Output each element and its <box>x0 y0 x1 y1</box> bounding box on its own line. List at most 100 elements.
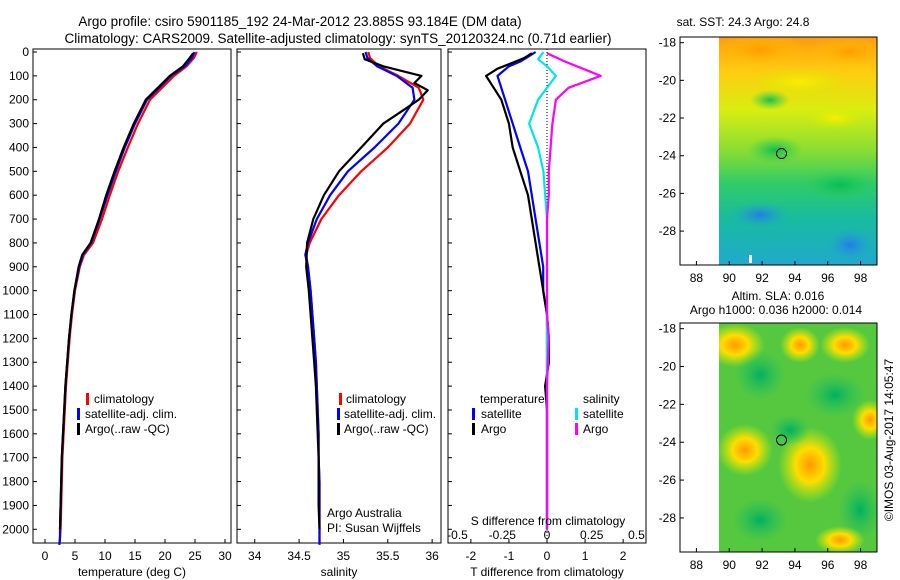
x-tick-label: 25 <box>188 549 202 563</box>
map-x-tick-label: 90 <box>723 558 737 572</box>
map-y-tick-label: -28 <box>659 224 677 238</box>
difference-profiles <box>485 49 602 543</box>
difference-line-temperature-argo <box>485 52 551 530</box>
x-tick-label: 1 <box>582 549 589 563</box>
sla-map-panel: Altim. SLA: 0.016 Argo h1000: 0.036 h200… <box>659 289 878 572</box>
temperature-panel: 0100200300400500600700800900100011001200… <box>2 45 452 579</box>
map-y-tick-label: -18 <box>659 322 677 336</box>
salinity-profiles <box>304 51 429 545</box>
x-tick-label: 30 <box>218 549 232 563</box>
map-y-tick-label: -24 <box>659 149 677 163</box>
depth-tick-label: 500 <box>9 164 29 178</box>
s-difference-xlabel: S difference from climatology <box>471 514 626 528</box>
profile-line-argo-raw-qc- <box>58 52 195 530</box>
profile-line-climatology <box>305 51 425 545</box>
legend-swatch-satellite <box>77 408 80 420</box>
x-tick-label: -2 <box>466 549 477 563</box>
legend-swatch-climatology <box>339 393 342 405</box>
depth-tick-label: 1700 <box>2 451 29 465</box>
map-x-tick-label: 94 <box>788 558 802 572</box>
profile-line-satellite-adj-clim- <box>58 51 196 545</box>
sla-map-image <box>719 323 877 552</box>
x-tick-label: 0 <box>544 549 551 563</box>
salinity-panel: 34 34.5 35 35.5 36 salinity climatology sate… <box>236 48 442 579</box>
x-tick-label: 34.5 <box>287 549 311 563</box>
figure-title-line-1: Argo profile: csiro 5901185_192 24-Mar-2… <box>78 14 521 29</box>
map-x-tick-label: 98 <box>854 271 868 285</box>
x-tick-label: 34 <box>248 549 262 563</box>
map-x-tick-label: 90 <box>723 271 737 285</box>
map-y-tick-label: -20 <box>659 360 677 374</box>
x-tick-label: 0 <box>42 549 49 563</box>
depth-axis: 0 100 200 300 400 500 600 700 800 900 1000 1100 1200… <box>2 45 452 536</box>
x-tick-label: 10 <box>98 549 112 563</box>
sla-map-frame <box>679 322 878 553</box>
map-y-tick-label: -22 <box>659 397 677 411</box>
map-x-tick-label: 96 <box>821 558 835 572</box>
s-tick-label: -0.25 <box>489 528 517 542</box>
map-y-tick-label: -22 <box>659 111 677 125</box>
map-x-tick-label: 94 <box>788 271 802 285</box>
depth-tick-label: 1800 <box>2 475 29 489</box>
map-y-tick-label: -20 <box>659 73 677 87</box>
legend-swatch-sal-argo <box>575 423 578 435</box>
copyright-stamp: ©IMOS 03-Aug-2017 14:05:47 <box>882 359 896 522</box>
depth-tick-label: 900 <box>9 260 29 274</box>
float-program-label: Argo Australia <box>327 506 402 520</box>
depth-tick-label: 300 <box>9 117 29 131</box>
salinity-plot-frame <box>236 48 442 544</box>
legend-label-satellite: satellite-adj. clim. <box>344 407 436 421</box>
temperature-x-axis: 0 5 10 15 20 25 30 <box>42 539 232 563</box>
argo-float-marker <box>776 148 788 160</box>
x-tick-label: 15 <box>128 549 142 563</box>
map-y-tick-label: -26 <box>659 186 677 200</box>
legend-label-climatology: climatology <box>346 392 406 406</box>
depth-tick-label: 100 <box>9 69 29 83</box>
depth-tick-label: 1500 <box>2 403 29 417</box>
legend-swatch-argo <box>337 423 340 435</box>
legend-label-argo: Argo(..raw -QC) <box>85 422 170 436</box>
sla-map-title: Altim. SLA: 0.016 <box>732 289 825 303</box>
map-x-tick-label: 92 <box>755 271 769 285</box>
legend-group-salinity: salinity <box>583 392 620 406</box>
legend-swatch-argo <box>77 423 80 435</box>
depth-tick-label: 800 <box>9 236 29 250</box>
s-tick-label: -0.5 <box>447 528 468 542</box>
salinity-x-axis: 34 34.5 35 35.5 36 <box>248 539 439 563</box>
depth-tick-label: 1300 <box>2 355 29 369</box>
legend-label-satellite: satellite-adj. clim. <box>85 407 177 421</box>
legend-label-argo: Argo(..raw -QC) <box>344 422 429 436</box>
x-tick-label: -1 <box>504 549 515 563</box>
s-tick-label: 0.25 <box>580 528 604 542</box>
map-y-tick-label: -24 <box>659 435 677 449</box>
legend-group-temperature: temperature <box>480 392 545 406</box>
float-pi-label: PI: Susan Wijffels <box>327 521 421 535</box>
temperature-xlabel: temperature (deg C) <box>78 565 186 579</box>
difference-legend: temperature satellite Argo salinity sate… <box>472 392 624 436</box>
legend-label-temp-satellite: satellite <box>481 407 522 421</box>
depth-tick-label: 1200 <box>2 331 29 345</box>
depth-tick-label: 2000 <box>2 522 29 536</box>
s-tick-label: 0.5 <box>628 528 645 542</box>
temperature-legend: climatology satellite-adj. clim. Argo(..… <box>77 392 177 436</box>
profile-line-argo-raw-qc- <box>305 52 429 530</box>
map-x-tick-label: 98 <box>854 558 868 572</box>
sla-map-subtitle: Argo h1000: 0.036 h2000: 0.014 <box>690 303 862 317</box>
temperature-profiles <box>58 51 198 545</box>
sst-map-panel: sat. SST: 24.3 Argo: 24.8 88 90 92 94 96 98 -1… <box>659 15 878 285</box>
depth-tick-label: 0 <box>22 45 29 59</box>
difference-line-salinity-argo <box>545 52 602 530</box>
t-difference-xlabel: T difference from climatology <box>470 565 624 579</box>
legend-label-climatology: climatology <box>94 392 154 406</box>
depth-tick-label: 1900 <box>2 498 29 512</box>
map-y-tick-label: -18 <box>659 36 677 50</box>
x-tick-label: 35 <box>337 549 351 563</box>
map-x-tick-label: 88 <box>690 558 704 572</box>
legend-swatch-climatology <box>86 393 89 405</box>
map-x-tick-label: 96 <box>821 271 835 285</box>
depth-tick-label: 1000 <box>2 284 29 298</box>
argo-float-marker <box>776 434 788 446</box>
legend-swatch-satellite <box>337 408 340 420</box>
